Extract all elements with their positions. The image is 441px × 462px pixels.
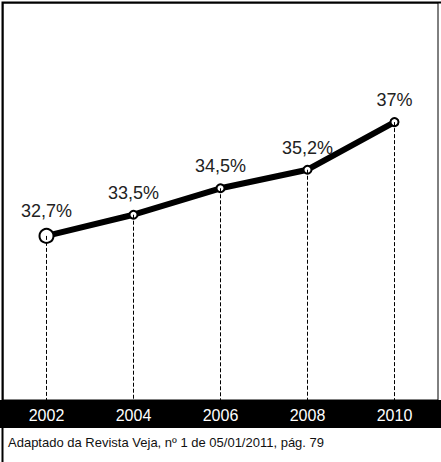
svg-text:34,5%: 34,5% (195, 156, 246, 176)
svg-text:37%: 37% (376, 90, 412, 110)
svg-text:33,5%: 33,5% (108, 183, 159, 203)
svg-text:2010: 2010 (377, 407, 413, 424)
svg-text:2002: 2002 (29, 407, 65, 424)
svg-text:Adaptado da Revista Veja, nº 1: Adaptado da Revista Veja, nº 1 de 05/01/… (8, 435, 324, 450)
svg-text:2006: 2006 (203, 407, 239, 424)
svg-text:35,2%: 35,2% (282, 138, 333, 158)
svg-text:2004: 2004 (116, 407, 152, 424)
svg-text:32,7%: 32,7% (21, 201, 72, 221)
svg-text:2008: 2008 (290, 407, 326, 424)
